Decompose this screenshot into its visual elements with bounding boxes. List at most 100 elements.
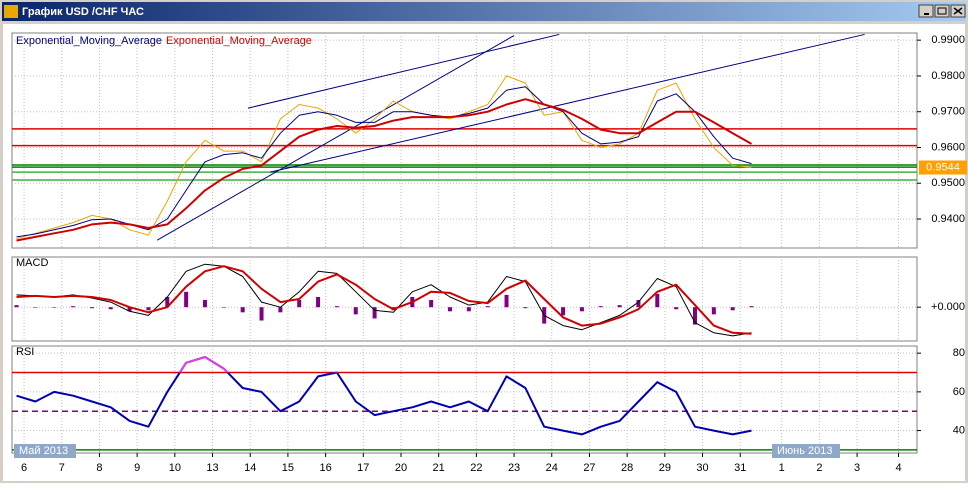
trendline xyxy=(247,33,560,109)
y-tick-label: 0.9900 xyxy=(931,34,965,46)
month-label-box xyxy=(772,444,840,458)
last-price-box xyxy=(919,160,967,175)
panel-frame xyxy=(11,32,918,249)
month-label: Июнь 2013 xyxy=(777,445,833,457)
histogram-bar xyxy=(146,307,151,311)
histogram-bar xyxy=(617,305,622,308)
histogram-bar xyxy=(108,307,113,310)
trendline xyxy=(270,33,865,173)
histogram-bar xyxy=(561,307,566,316)
histogram-bar xyxy=(523,307,528,309)
x-tick-label: 20 xyxy=(395,462,407,474)
x-tick-label: 4 xyxy=(895,462,901,474)
trendline xyxy=(156,35,515,241)
histogram-bar xyxy=(353,307,358,315)
panel-plot xyxy=(12,33,917,248)
series-line xyxy=(16,265,752,335)
histogram-bar xyxy=(52,307,57,308)
minimize-icon xyxy=(924,13,929,15)
histogram-bar xyxy=(184,291,189,308)
histogram-bar xyxy=(730,307,735,311)
window-buttons[interactable] xyxy=(918,4,966,18)
x-tick-label: 27 xyxy=(583,462,595,474)
histogram-bar xyxy=(692,307,697,325)
y-tick-label: 0.9800 xyxy=(931,70,965,82)
x-tick-label: 6 xyxy=(21,462,27,474)
histogram-bar xyxy=(89,307,94,309)
histogram-bar xyxy=(202,300,207,308)
title-bar xyxy=(2,2,966,21)
x-tick-label: 9 xyxy=(134,462,140,474)
panel-plot xyxy=(12,346,917,453)
histogram-bar xyxy=(674,307,679,310)
histogram-bar xyxy=(579,307,584,312)
x-tick-label: 21 xyxy=(433,462,445,474)
histogram-bar xyxy=(711,307,716,315)
y-tick-label: 40 xyxy=(953,424,965,436)
histogram-bar xyxy=(71,306,76,308)
x-tick-label: 23 xyxy=(508,462,520,474)
histogram-bar xyxy=(14,305,19,308)
y-tick-label: 0.9600 xyxy=(931,141,965,153)
x-tick-label: 30 xyxy=(696,462,708,474)
y-tick-label: 60 xyxy=(953,386,965,398)
close-icon xyxy=(953,7,963,15)
x-tick-label: 29 xyxy=(659,462,671,474)
histogram-bar xyxy=(749,306,754,308)
window-icon xyxy=(4,5,18,18)
panel-title: MACD xyxy=(16,257,48,269)
maximize-icon xyxy=(937,7,947,15)
y-tick-label: 0.9700 xyxy=(931,106,965,118)
histogram-bar xyxy=(636,300,641,308)
histogram-bar xyxy=(316,296,321,308)
x-tick-label: 10 xyxy=(169,462,181,474)
y-tick-label: 80 xyxy=(953,347,965,359)
panel-plot xyxy=(12,257,917,341)
panel-title: RSI xyxy=(16,346,34,358)
y-tick-label: 0.9500 xyxy=(931,177,965,189)
histogram-bar xyxy=(447,307,452,312)
y-tick-label: 0.9400 xyxy=(931,213,965,225)
x-tick-label: 15 xyxy=(282,462,294,474)
histogram-bar xyxy=(127,307,132,312)
month-label-box xyxy=(14,444,76,458)
x-tick-label: 3 xyxy=(854,462,860,474)
legend-entry: Exponential_Moving_Average xyxy=(16,35,162,47)
series-line xyxy=(16,263,752,337)
month-label: Май 2013 xyxy=(19,445,68,457)
histogram-bar xyxy=(297,300,302,308)
x-tick-label: 28 xyxy=(621,462,633,474)
x-tick-label: 13 xyxy=(206,462,218,474)
x-tick-label: 2 xyxy=(816,462,822,474)
x-tick-label: 17 xyxy=(357,462,369,474)
histogram-bar xyxy=(165,296,170,308)
histogram-bar xyxy=(372,307,377,319)
x-tick-label: 24 xyxy=(546,462,558,474)
x-tick-label: 1 xyxy=(779,462,785,474)
histogram-bar xyxy=(504,294,509,308)
histogram-bar xyxy=(655,293,660,308)
last-price-label: 0.9544 xyxy=(926,161,960,173)
histogram-bar xyxy=(466,307,471,312)
histogram-bar xyxy=(259,307,264,321)
x-tick-label: 31 xyxy=(734,462,746,474)
series-line xyxy=(16,98,752,242)
histogram-bar xyxy=(240,307,245,313)
histogram-bar xyxy=(221,307,226,308)
maximize-button[interactable] xyxy=(934,4,950,18)
histogram-bar xyxy=(278,307,283,313)
histogram-bar xyxy=(33,307,38,308)
series-line xyxy=(16,75,752,240)
minimize-button[interactable] xyxy=(918,4,934,18)
histogram-bar xyxy=(485,306,490,308)
x-tick-label: 22 xyxy=(470,462,482,474)
x-tick-label: 14 xyxy=(244,462,256,474)
legend-entry: Exponential_Moving_Average xyxy=(166,35,312,47)
y-tick-label: +0.000 xyxy=(931,301,965,313)
series-line xyxy=(16,356,752,436)
x-tick-label: 8 xyxy=(96,462,102,474)
window-title: График USD /CHF ЧАС xyxy=(22,6,144,18)
histogram-bar xyxy=(429,300,434,308)
x-tick-label: 7 xyxy=(59,462,65,474)
